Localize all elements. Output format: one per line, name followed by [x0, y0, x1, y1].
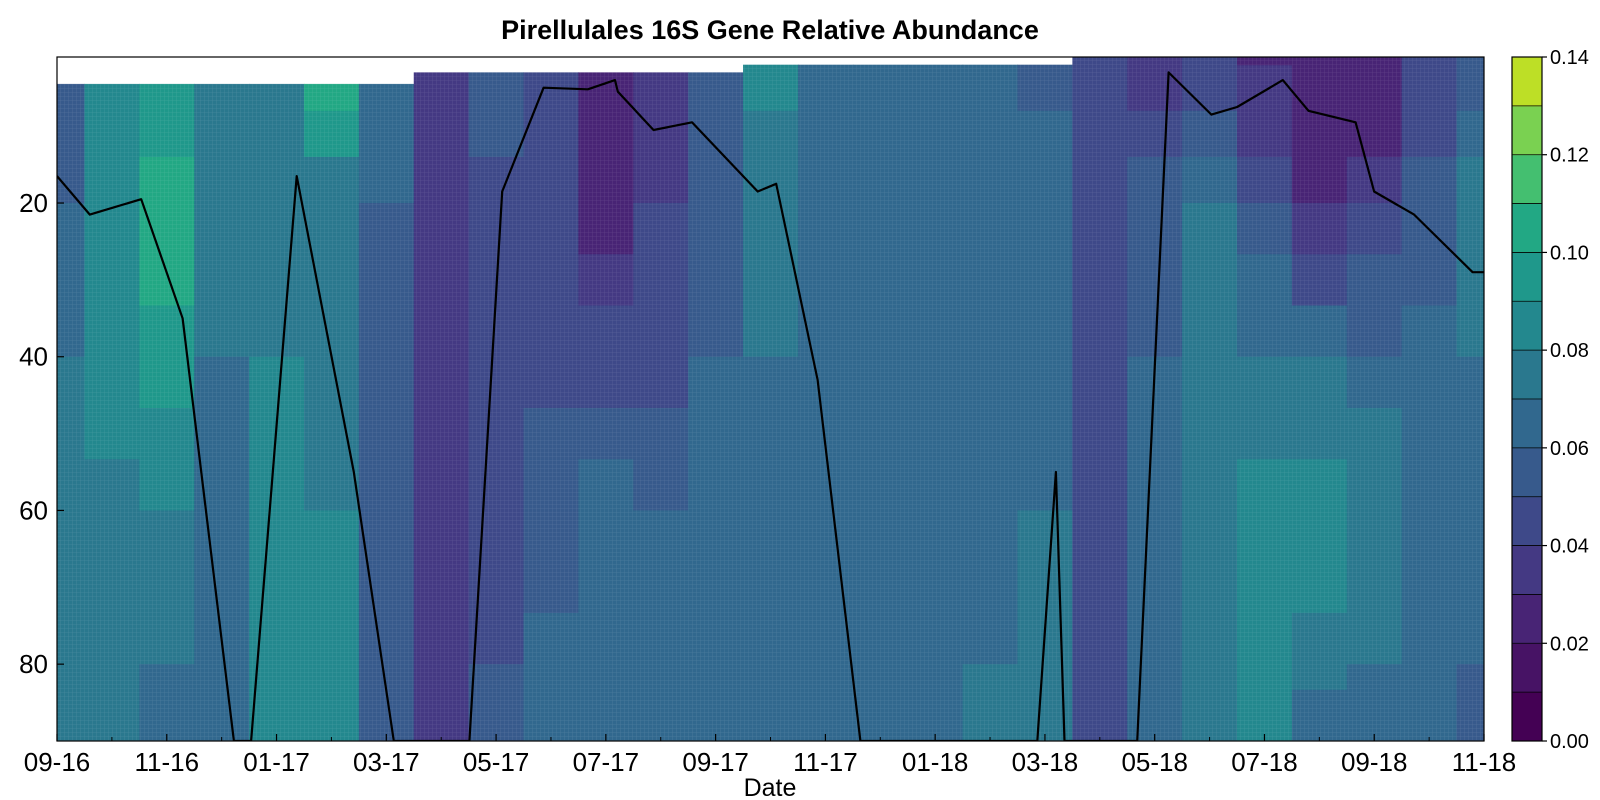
x-tick-label: 03-18 — [1012, 747, 1079, 777]
x-tick-label: 09-16 — [24, 747, 91, 777]
colorbar-band — [1512, 154, 1542, 205]
x-tick-label: 01-18 — [902, 747, 969, 777]
x-tick-label: 03-17 — [353, 747, 420, 777]
x-tick-label: 09-18 — [1341, 747, 1408, 777]
colorbar-frame — [1511, 56, 1543, 742]
colorbar-band — [1512, 496, 1542, 547]
depth-series-line — [57, 71, 1484, 741]
colorbar-tick-label: 0.14 — [1550, 47, 1589, 69]
plot-area: 09-16 11-16 01-17 03-17 05-17 07-17 09-17 11-17… — [19, 56, 1517, 777]
x-tick-label: 07-18 — [1231, 747, 1298, 777]
x-tick-label: 11-17 — [793, 747, 858, 777]
colorbar-tick-label: 0.02 — [1550, 633, 1589, 655]
colorbar-tick-label: 0.06 — [1550, 438, 1589, 460]
colorbar-band — [1512, 57, 1542, 107]
x-tick-label: 05-17 — [463, 747, 530, 777]
colorbar-tick-label: 0.08 — [1550, 340, 1589, 362]
x-axis-label: Date — [744, 774, 797, 800]
colorbar-band — [1512, 692, 1542, 742]
colorbar-band — [1512, 105, 1542, 156]
colorbar-band — [1512, 594, 1542, 644]
colorbar-tick-label: 0.12 — [1550, 145, 1589, 167]
colorbar-tick-label: 0.00 — [1550, 731, 1589, 753]
chart-title: Pirellulales 16S Gene Relative Abundance — [501, 15, 1039, 45]
colorbar-band — [1512, 203, 1542, 253]
y-tick-label: 60 — [19, 495, 48, 525]
colorbar-tick-label: 0.04 — [1550, 536, 1589, 558]
colorbar-band — [1512, 447, 1542, 498]
grid-texture — [57, 57, 1484, 741]
colorbar-band — [1512, 545, 1542, 595]
colorbar-band — [1512, 643, 1542, 693]
y-tick-label: 40 — [19, 342, 48, 372]
colorbar-band — [1512, 252, 1542, 302]
x-tick-label: 01-17 — [243, 747, 310, 777]
x-tick-label: 07-17 — [573, 747, 640, 777]
y-axis: 20 40 60 80 — [19, 188, 64, 679]
x-axis: 09-16 11-16 01-17 03-17 05-17 07-17 09-17 11-17… — [24, 734, 1517, 777]
x-tick-label: 05-18 — [1121, 747, 1188, 777]
x-tick-label: 11-18 — [1452, 747, 1517, 777]
x-tick-label: 11-16 — [134, 747, 199, 777]
colorbar: 0.00 0.02 0.04 0.06 0.08 0.10 0.12 0.14 — [1511, 47, 1589, 753]
colorbar-band — [1512, 301, 1542, 351]
y-tick-label: 80 — [19, 649, 48, 679]
colorbar-band — [1512, 350, 1542, 400]
colorbar-band — [1512, 399, 1542, 449]
colorbar-tick-label: 0.10 — [1550, 242, 1589, 264]
x-tick-label: 09-17 — [682, 747, 749, 777]
y-tick-label: 20 — [19, 188, 48, 218]
